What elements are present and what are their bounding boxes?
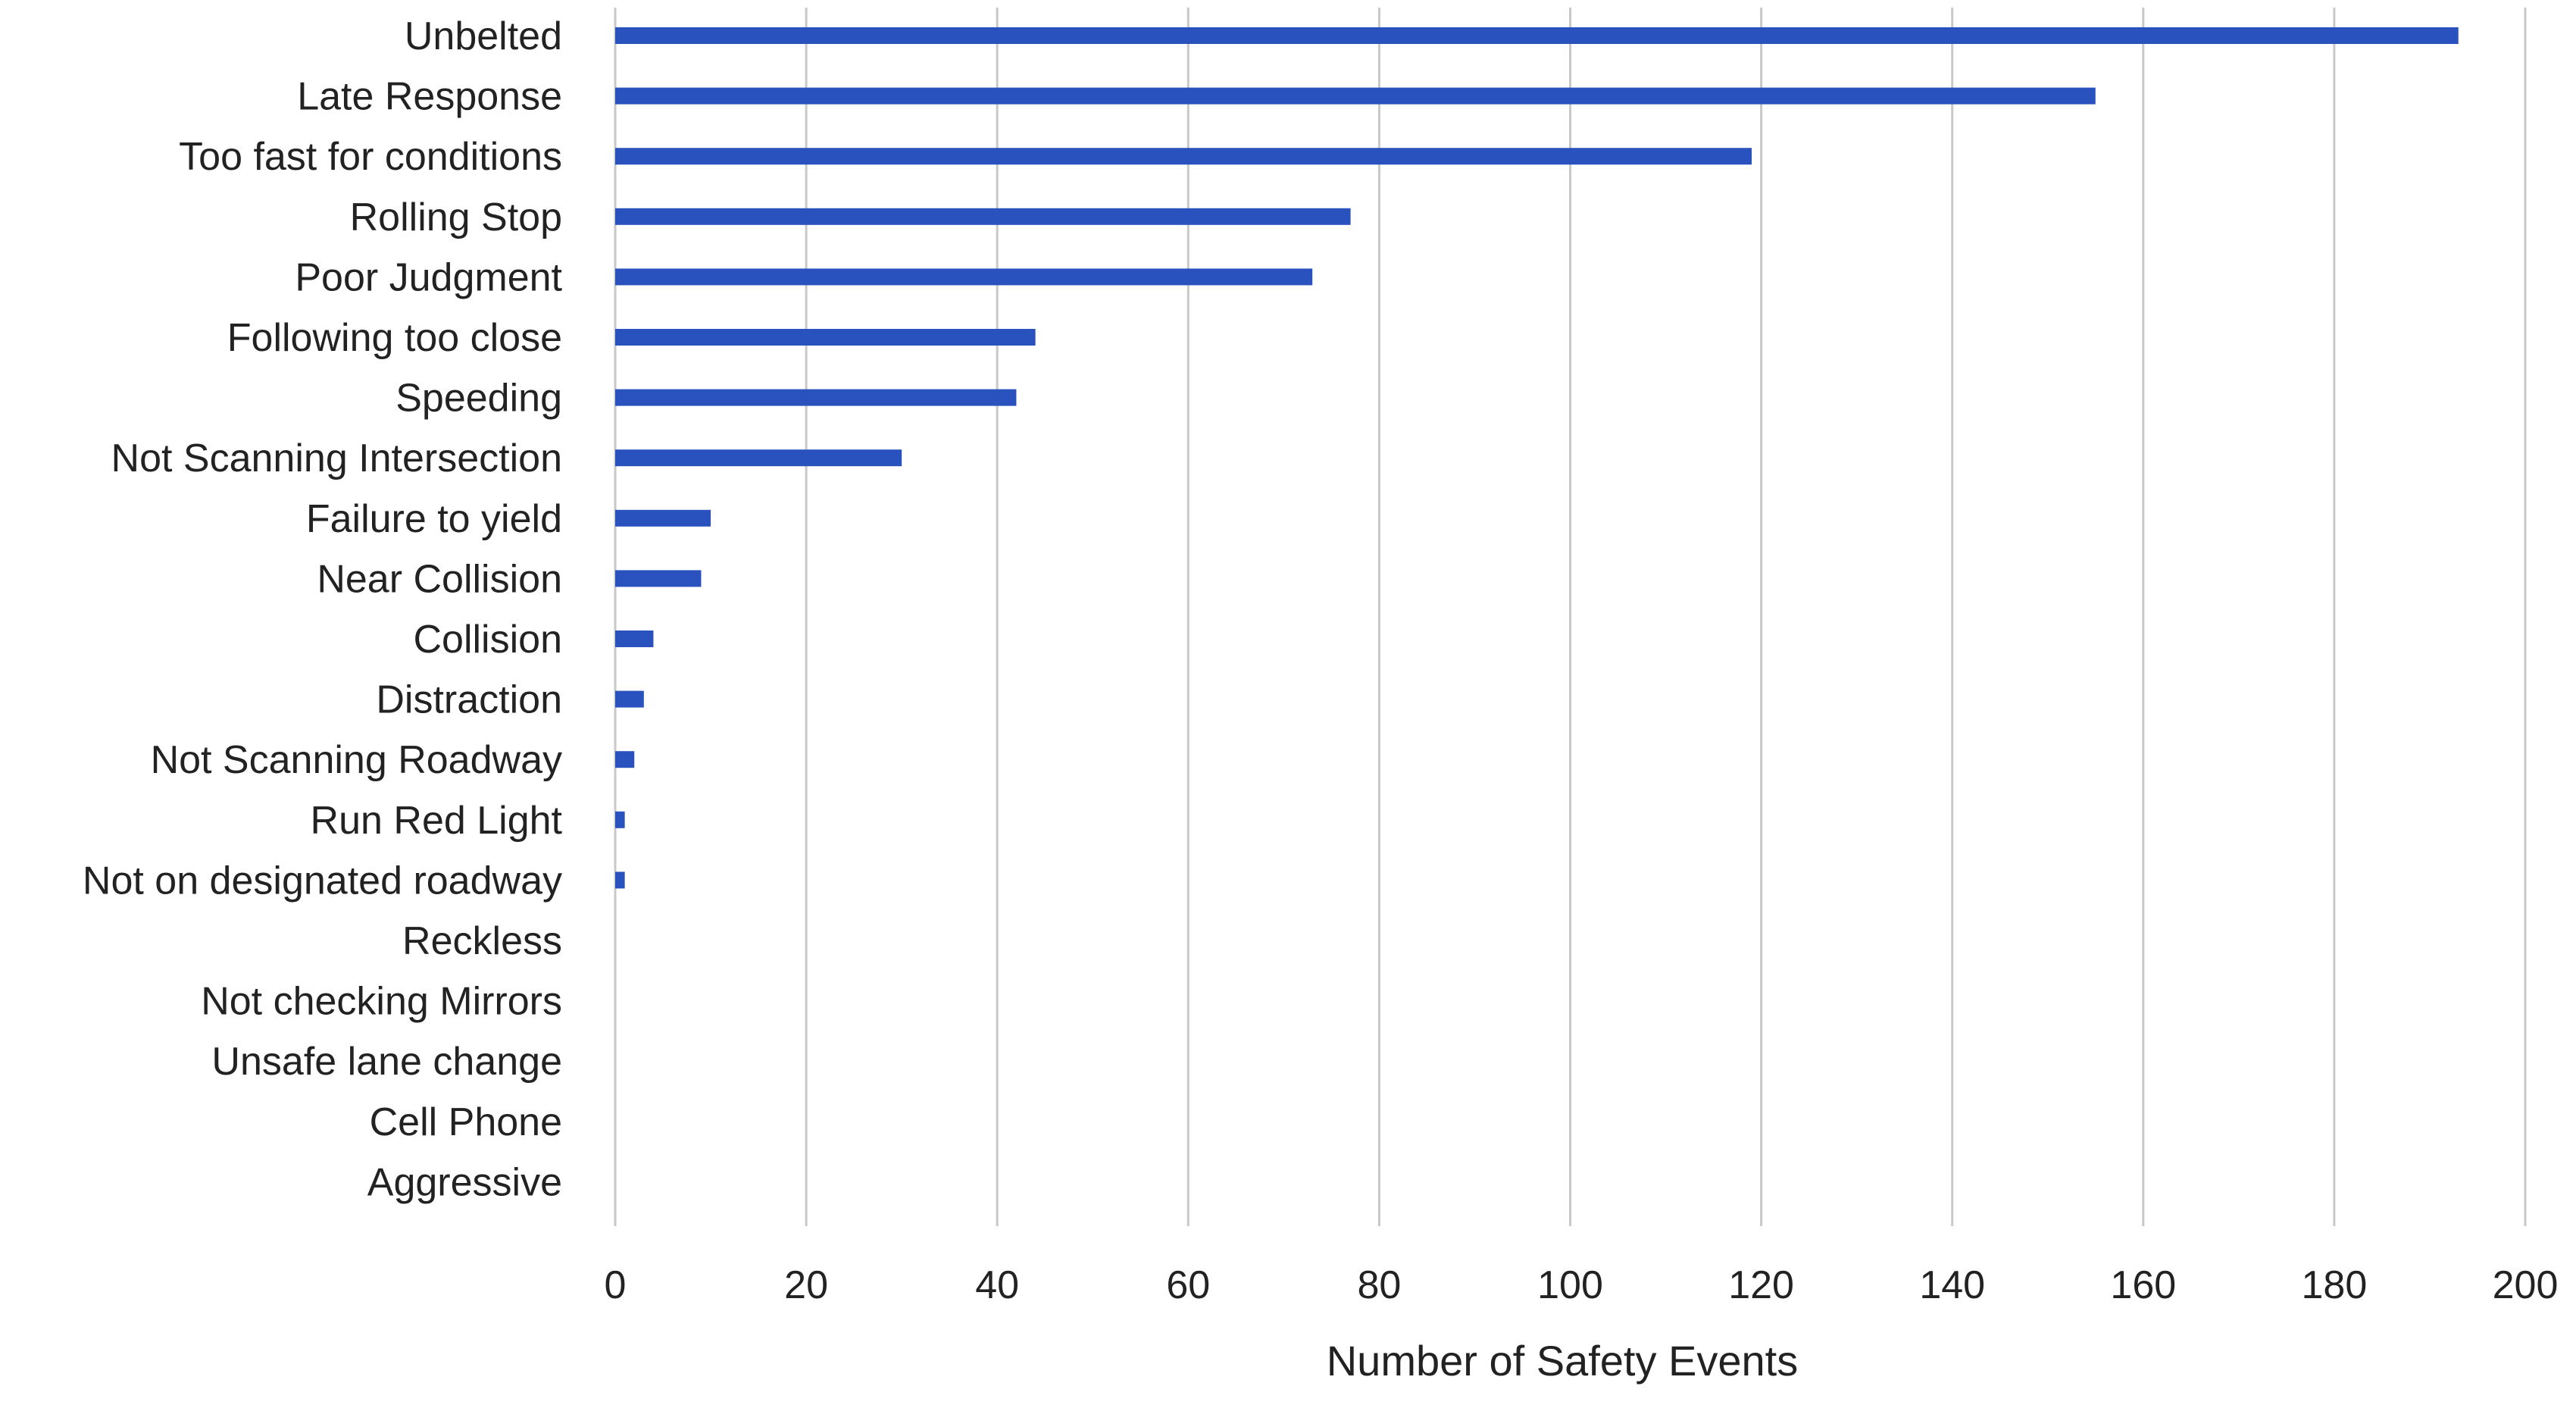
bar [615, 570, 702, 587]
category-label: Not checking Mirrors [201, 980, 562, 1024]
x-axis-title: Number of Safety Events [1327, 1337, 1799, 1385]
x-tick-label: 180 [2302, 1263, 2368, 1307]
category-labels: Unbelted Late Response Too fast for condit… [83, 14, 563, 1204]
bar [615, 389, 1017, 406]
x-tick-label: 140 [1919, 1263, 1985, 1307]
gridlines [614, 8, 2527, 1226]
x-tick-labels: 0 20 40 60 80 100 120 140 160 180 200 [605, 1263, 2559, 1307]
category-label: Near Collision [317, 557, 562, 601]
x-tick-label: 80 [1357, 1263, 1401, 1307]
bar [615, 811, 625, 828]
bar [615, 751, 635, 768]
x-tick-label: 100 [1537, 1263, 1603, 1307]
bar [615, 509, 711, 527]
category-label: Rolling Stop [350, 196, 562, 239]
category-label: Collision [413, 618, 562, 662]
category-label: Speeding [395, 377, 562, 421]
category-label: Unsafe lane change [211, 1040, 562, 1084]
category-label: Late Response [297, 75, 562, 119]
category-label: Distraction [376, 678, 562, 722]
bar [615, 631, 654, 647]
bar [615, 87, 2096, 105]
category-label: Not on designated roadway [83, 859, 562, 903]
bar [615, 449, 902, 467]
category-label: Poor Judgment [295, 255, 562, 299]
bars [615, 27, 2459, 889]
category-label: Too fast for conditions [179, 135, 562, 179]
category-label: Run Red Light [311, 799, 563, 843]
bar [615, 329, 1036, 346]
category-label: Following too close [227, 316, 562, 360]
x-tick-label: 200 [2493, 1263, 2559, 1307]
category-label: Not Scanning Roadway [151, 738, 562, 782]
x-tick-label: 40 [975, 1263, 1019, 1307]
x-tick-label: 0 [605, 1263, 627, 1307]
x-tick-label: 60 [1166, 1263, 1210, 1307]
bar [615, 208, 1351, 225]
bar [615, 268, 1313, 286]
category-label: Aggressive [367, 1160, 562, 1204]
x-tick-label: 20 [784, 1263, 828, 1307]
bar [615, 871, 625, 889]
category-label: Not Scanning Intersection [111, 437, 562, 480]
category-label: Reckless [402, 919, 562, 963]
bar [615, 27, 2459, 44]
category-label: Failure to yield [306, 497, 562, 541]
bar [615, 690, 644, 708]
category-label: Cell Phone [370, 1100, 562, 1144]
x-tick-label: 160 [2110, 1263, 2176, 1307]
category-label: Unbelted [405, 14, 562, 58]
x-tick-label: 120 [1728, 1263, 1794, 1307]
bar [615, 148, 1752, 165]
